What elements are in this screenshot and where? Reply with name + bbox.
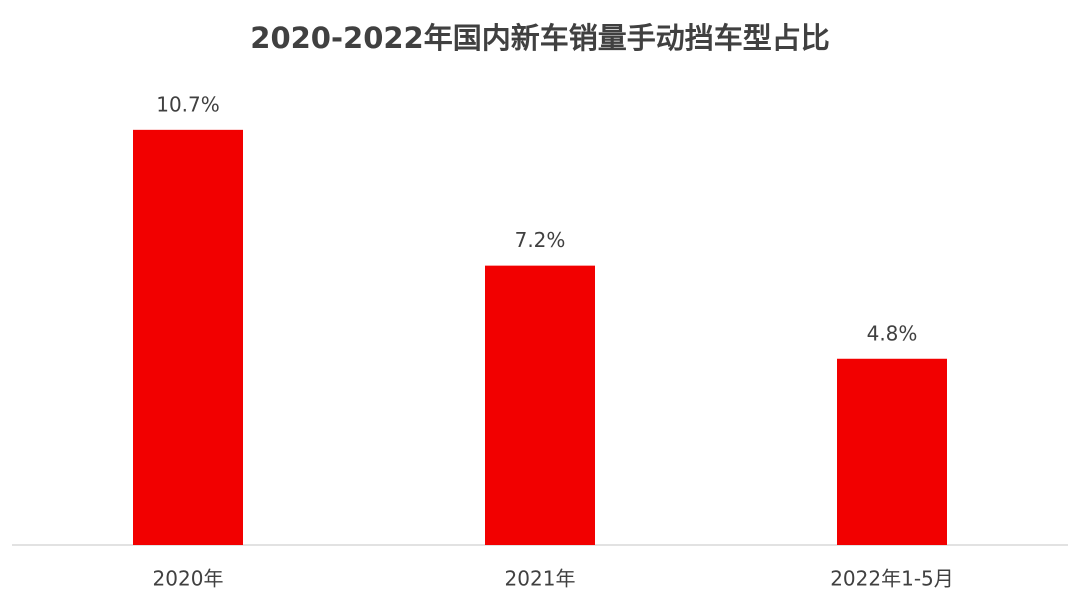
chart-title: 2020-2022年国内新车销量手动挡车型占比 [250,21,829,55]
bar [485,265,595,545]
x-tick-label: 2022年1-5月 [830,567,954,591]
bar [837,358,947,545]
bar [133,129,243,545]
x-tick-label: 2021年 [505,567,576,591]
value-label: 7.2% [515,228,566,252]
value-label: 4.8% [867,321,918,345]
value-label: 10.7% [156,92,220,116]
x-tick-label: 2020年 [153,567,224,591]
